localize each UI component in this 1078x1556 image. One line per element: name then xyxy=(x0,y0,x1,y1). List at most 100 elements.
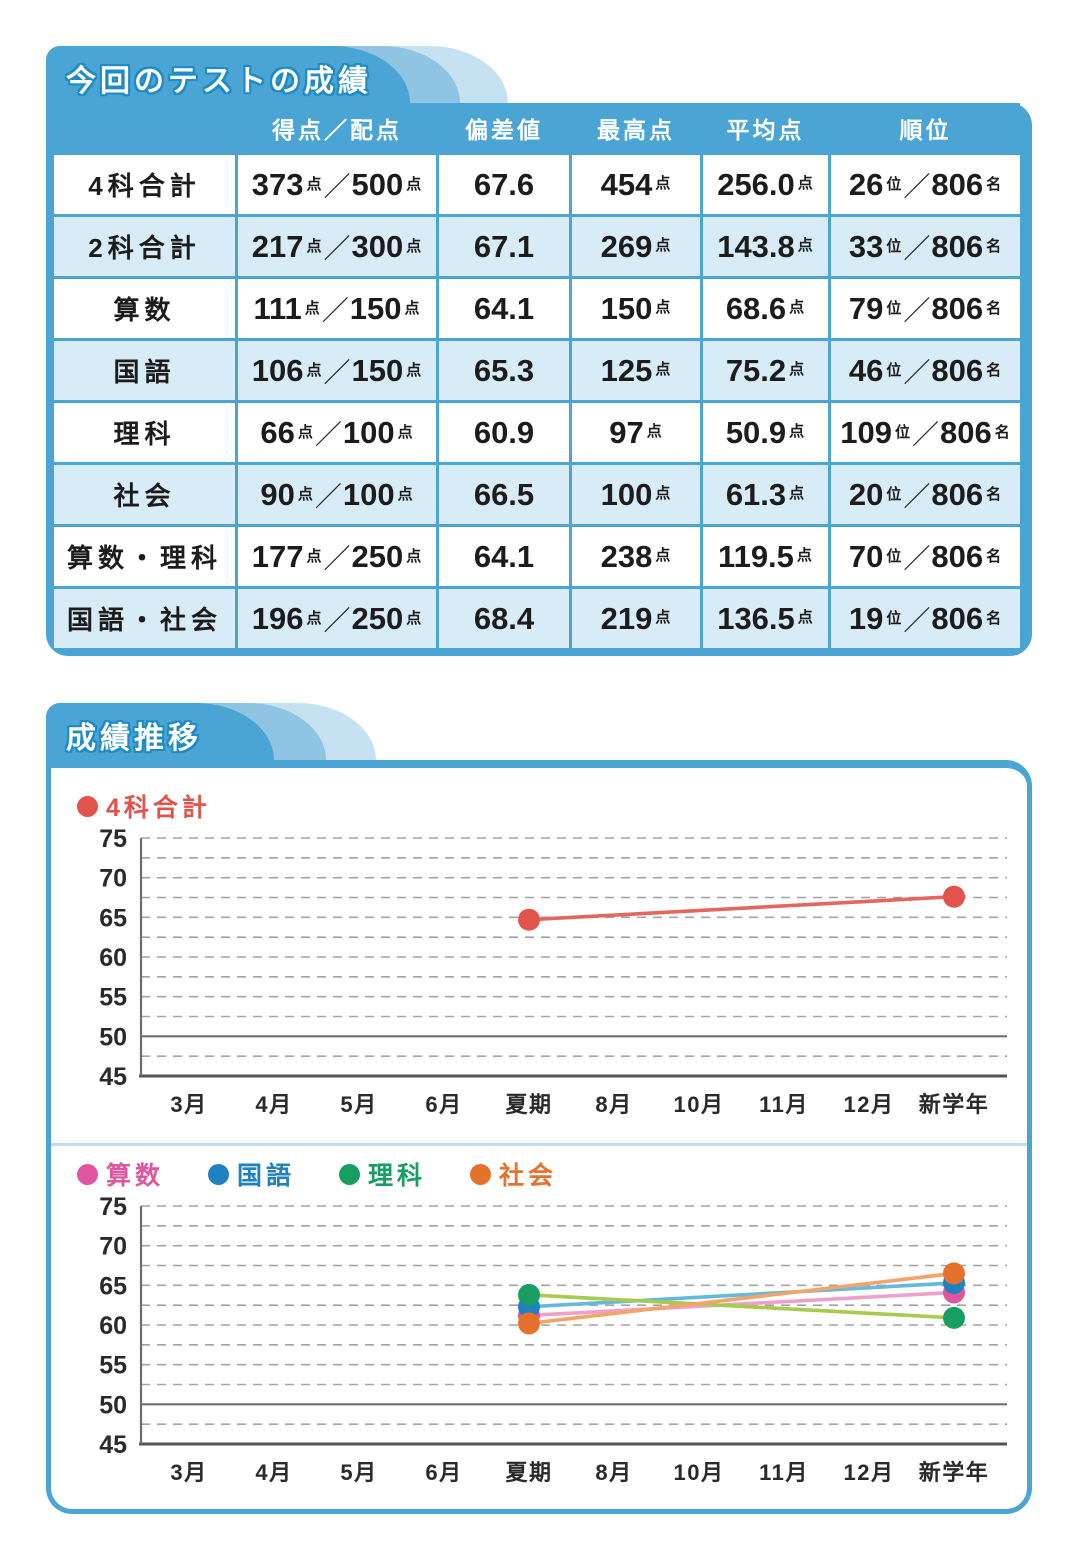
cell-highest: 238 点 xyxy=(572,527,700,586)
data-point xyxy=(518,1283,540,1306)
data-point xyxy=(518,908,540,931)
y-tick-label: 55 xyxy=(99,984,127,1012)
value: 177 xyxy=(251,538,304,574)
cell-average: 68.6 点 xyxy=(703,279,828,338)
value: 64.1 xyxy=(473,538,535,574)
legend-label: 理科 xyxy=(368,1162,427,1190)
value: 19 xyxy=(848,600,884,636)
unit: 点 xyxy=(404,300,420,317)
unit: 点 xyxy=(797,236,813,254)
unit: 点 xyxy=(397,486,413,503)
unit: ／ xyxy=(321,296,349,326)
unit: 名 xyxy=(986,300,1002,317)
x-category-label: 3月 xyxy=(170,1460,207,1485)
unit: ／ xyxy=(903,234,931,264)
unit: 名 xyxy=(986,610,1002,627)
header-dev: 偏差値 xyxy=(439,103,569,152)
x-category-label: 4月 xyxy=(255,1460,292,1485)
legend-item: 国語 xyxy=(208,1156,295,1192)
header-empty xyxy=(54,103,235,152)
cell-average: 50.9 点 xyxy=(703,403,828,462)
value: 238 xyxy=(600,538,653,574)
value: 75.2 xyxy=(725,352,787,388)
x-category-label: 10月 xyxy=(674,1460,725,1485)
y-tick-label: 45 xyxy=(99,1431,127,1459)
chart-divider xyxy=(51,1143,1027,1146)
unit: 位 xyxy=(886,548,902,565)
unit: 位 xyxy=(886,238,902,255)
unit: 点 xyxy=(306,362,322,379)
value: 250 xyxy=(351,538,404,574)
unit: 点 xyxy=(789,360,805,378)
unit: ／ xyxy=(903,296,931,326)
data-point xyxy=(943,1262,965,1285)
legend-label: 算数 xyxy=(106,1162,165,1190)
y-tick-label: 45 xyxy=(99,1063,127,1091)
row-label: 国語 xyxy=(54,341,235,400)
legend-label: 4科合計 xyxy=(106,794,211,822)
unit: 点 xyxy=(789,484,805,502)
cell-rank: 26 位／ 806 名 xyxy=(831,155,1020,214)
unit: 点 xyxy=(406,238,422,255)
value: 806 xyxy=(931,166,984,202)
x-category-label: 12月 xyxy=(844,1092,895,1117)
unit: 点 xyxy=(406,362,422,379)
cell-deviation: 67.1 xyxy=(439,217,569,276)
current-test-tab: 今回のテストの成績 xyxy=(46,46,1032,103)
value: 100 xyxy=(342,414,395,450)
x-category-label: 夏期 xyxy=(505,1460,552,1485)
cell-highest: 97 点 xyxy=(572,403,700,462)
value: 67.1 xyxy=(473,228,535,264)
cell-average: 256.0 点 xyxy=(703,155,828,214)
value: 806 xyxy=(931,228,984,264)
unit: 名 xyxy=(986,238,1002,255)
unit: 位 xyxy=(886,486,902,503)
legend-item: 4科合計 xyxy=(77,788,211,824)
value: 100 xyxy=(600,476,653,512)
cell-rank: 109 位／ 806 名 xyxy=(831,403,1020,462)
unit: 点 xyxy=(406,176,422,193)
unit: 点 xyxy=(789,298,805,316)
unit: 点 xyxy=(297,424,313,441)
unit: 点 xyxy=(796,546,812,564)
y-tick-label: 60 xyxy=(99,944,127,972)
value: 97 xyxy=(609,414,644,450)
unit: ／ xyxy=(903,172,931,202)
cell-score: 177 点／ 250 点 xyxy=(238,527,436,586)
unit: 点 xyxy=(297,486,313,503)
cell-rank: 33 位／ 806 名 xyxy=(831,217,1020,276)
cell-deviation: 66.5 xyxy=(439,465,569,524)
unit: 名 xyxy=(994,424,1010,441)
value: 373 xyxy=(251,166,304,202)
unit: 点 xyxy=(304,300,320,317)
unit: 名 xyxy=(986,362,1002,379)
cell-rank: 79 位／ 806 名 xyxy=(831,279,1020,338)
x-category-label: 11月 xyxy=(759,1460,809,1485)
x-category-label: 夏期 xyxy=(505,1092,552,1117)
row-label: 理科 xyxy=(54,403,235,462)
value: 50.9 xyxy=(725,414,787,450)
unit: 点 xyxy=(655,484,671,502)
data-point xyxy=(518,1312,540,1335)
unit: 点 xyxy=(306,176,322,193)
cell-rank: 70 位／ 806 名 xyxy=(831,527,1020,586)
x-category-label: 新学年 xyxy=(919,1460,990,1485)
value: 806 xyxy=(940,414,992,450)
unit: 点 xyxy=(797,174,813,192)
unit: 点 xyxy=(655,174,671,192)
series-line xyxy=(528,894,955,922)
value: 143.8 xyxy=(717,228,795,264)
value: 806 xyxy=(931,538,984,574)
x-category-label: 8月 xyxy=(595,1092,632,1117)
trend-panel: 4科合計 45 50 55 60 65 70 75 3月 4月 5月 6月 夏期 8月 10月 11月 12月… xyxy=(46,760,1032,1514)
legend-dot-icon xyxy=(339,1163,361,1185)
header-high: 最高点 xyxy=(572,103,700,152)
cell-deviation: 68.4 xyxy=(439,589,569,648)
x-category-label: 11月 xyxy=(759,1092,809,1117)
legend-item: 理科 xyxy=(339,1156,426,1192)
trend-chart-total: 45 50 55 60 65 70 75 3月 4月 5月 6月 夏期 8月 10月 11月 12月 新学年 xyxy=(99,825,1007,1117)
cell-highest: 100 点 xyxy=(572,465,700,524)
value: 217 xyxy=(251,228,304,264)
value: 70 xyxy=(848,538,884,574)
unit: 位 xyxy=(886,610,902,627)
